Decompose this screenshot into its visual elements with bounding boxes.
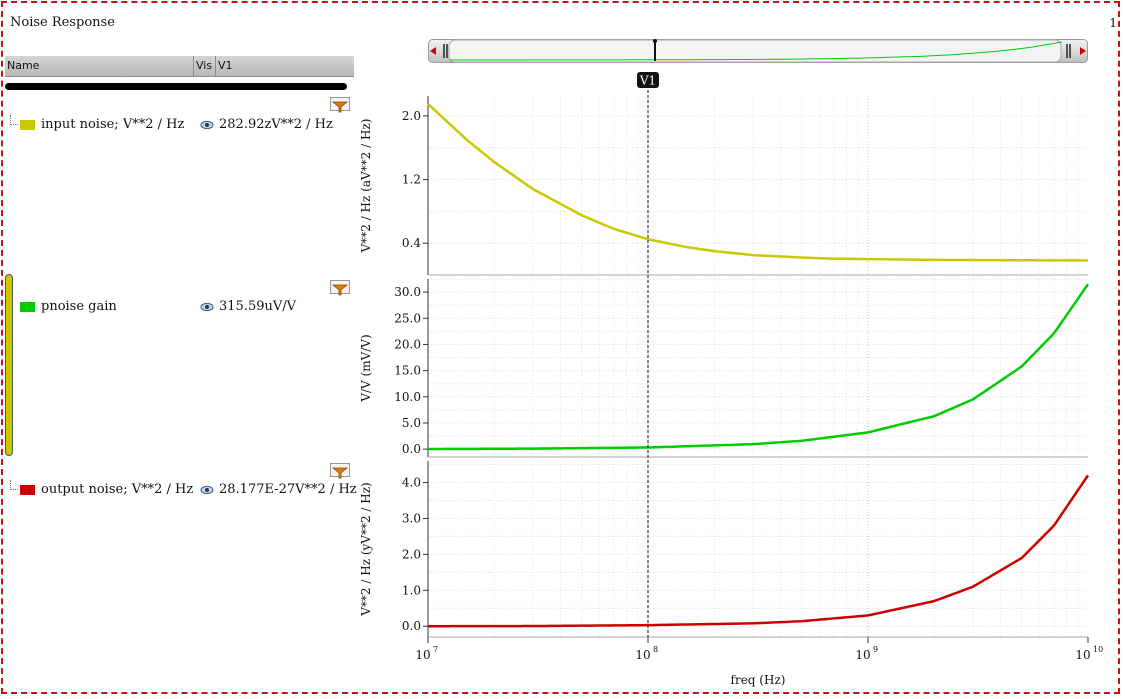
y-tick-label: 0.0 [402,619,421,633]
y-axis-label: V**2 / Hz (yV**2 / Hz) [359,482,373,616]
series-line[interactable] [427,103,1089,262]
eye-icon[interactable] [200,300,214,314]
col-header-vis[interactable]: Vis [196,59,213,72]
y-tick-label: 0.4 [402,236,421,250]
overview-cursor-marker[interactable] [653,39,657,61]
x-axis-label: freq (Hz) [731,673,786,687]
filter-button[interactable] [330,463,350,479]
scroll-right-arrow-icon[interactable] [1080,47,1086,55]
y-tick-label: 4.0 [402,476,421,490]
series-line[interactable] [428,474,1090,628]
x-tick-exponent: 7 [433,645,438,654]
series-line[interactable] [427,283,1090,451]
funnel-icon [331,467,349,479]
funnel-icon [331,284,349,296]
overview-trace [450,41,1063,61]
overview-scrollbar[interactable] [428,37,1088,65]
signal-value-v1: 282.92zV**2 / Hz [219,117,333,132]
x-tick-exponent: 10 [1093,645,1103,654]
scroll-left-arrow-icon[interactable] [430,47,436,55]
y-axis-label: V**2 / Hz (aV**2 / Hz) [359,119,373,254]
filter-button[interactable] [330,280,350,296]
strip-2: 0.0 5.0 10.0 15.0 20.0 25.0 30.0 V/V (mV/V) [359,278,1090,458]
strip-header-bar[interactable] [5,83,347,90]
page-number: 1 [1109,16,1117,30]
signal-color-swatch[interactable] [20,120,35,130]
cursor-v1[interactable]: V1 [637,72,659,637]
cursor-label-badge[interactable] [637,72,659,88]
table-header: Name Vis V1 [5,56,354,77]
y-tick-label: 3.0 [402,511,421,525]
y-tick-label: 0.0 [402,442,421,456]
y-tick-label: 20.0 [394,337,421,351]
x-tick-label: 10 [855,648,870,662]
window-title: Noise Response [10,15,115,30]
signal-value-v1: 315.59uV/V [219,299,297,314]
scroll-right-handle[interactable] [1066,44,1071,58]
y-axis-label: V/V (mV/V) [359,334,373,402]
y-tick-label: 25.0 [394,311,421,325]
y-tick-label: 10.0 [394,390,421,404]
y-tick-label: 15.0 [394,364,421,378]
filter-button[interactable] [330,97,350,113]
x-tick-exponent: 9 [873,645,878,654]
col-header-name[interactable]: Name [7,59,40,72]
col-header-v1[interactable]: V1 [218,59,233,72]
strip-3: 0.0 1.0 2.0 3.0 4.0 V**2 / Hz (yV**2 / Hz) [359,461,1090,638]
signal-name: input noise; V**2 / Hz [41,117,185,132]
strip-chart[interactable]: 0.4 1.2 2.0 V**2 / Hz (aV**2 / Hz) 0.0 5.0 10.… [356,68,1120,696]
signal-color-swatch[interactable] [20,485,35,495]
eye-icon[interactable] [200,118,214,132]
y-tick-label: 30.0 [394,285,421,299]
y-tick-label: 1.2 [402,173,421,187]
eye-icon[interactable] [200,483,214,497]
y-tick-label: 5.0 [402,416,421,430]
scroll-left-handle[interactable] [443,44,448,58]
cursor-label: V1 [639,74,656,88]
signal-color-swatch[interactable] [20,302,35,312]
y-tick-label: 1.0 [402,583,421,597]
funnel-icon [331,101,349,113]
x-tick-label: 10 [1075,648,1090,662]
x-tick-label: 10 [635,648,650,662]
signal-name: pnoise gain [41,299,117,314]
signal-value-v1: 28.177E-27V**2 / Hz [219,482,357,497]
strip-group-bar[interactable] [5,274,13,456]
x-tick-label: 10 [415,648,430,662]
x-tick-exponent: 8 [653,645,658,654]
strip-1: 0.4 1.2 2.0 V**2 / Hz (aV**2 / Hz) [359,96,1089,276]
signal-name: output noise; V**2 / Hz [41,482,194,497]
y-tick-label: 2.0 [402,547,421,561]
y-tick-label: 2.0 [402,109,421,123]
